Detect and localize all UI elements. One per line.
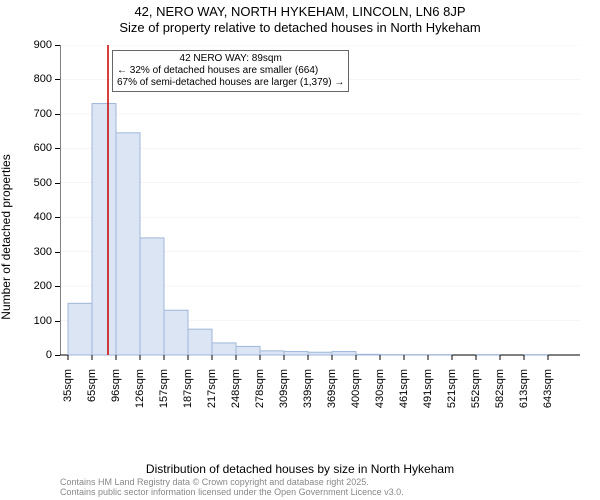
callout-property: 42 NERO WAY: 89sqm	[117, 53, 344, 65]
x-tick-label: 521sqm	[446, 369, 458, 419]
y-tick-label: 100	[34, 315, 52, 327]
y-tick-label: 0	[46, 349, 52, 361]
histogram-bar	[284, 352, 308, 355]
histogram-bar	[356, 354, 380, 355]
x-axis-label: Distribution of detached houses by size …	[0, 462, 600, 476]
x-tick-label: 552sqm	[470, 369, 482, 419]
x-tick-label: 643sqm	[542, 369, 554, 419]
x-tick-label: 339sqm	[302, 369, 314, 419]
y-axis: 0100200300400500600700800900	[0, 45, 60, 415]
x-tick-label: 278sqm	[254, 369, 266, 419]
x-tick-label: 248sqm	[230, 369, 242, 419]
x-tick-label: 491sqm	[422, 369, 434, 419]
histogram-bar	[140, 238, 164, 355]
x-tick-label: 461sqm	[398, 369, 410, 419]
histogram-bar	[236, 346, 260, 355]
histogram-bar	[164, 310, 188, 355]
histogram-bar	[92, 104, 116, 355]
y-tick-label: 300	[34, 246, 52, 258]
y-tick-label: 500	[34, 177, 52, 189]
x-tick-label: 309sqm	[278, 369, 290, 419]
chart-title-address: 42, NERO WAY, NORTH HYKEHAM, LINCOLN, LN…	[0, 0, 600, 19]
x-tick-label: 430sqm	[374, 369, 386, 419]
x-tick-label: 126sqm	[134, 369, 146, 419]
x-tick-label: 96sqm	[110, 369, 122, 419]
chart-subtitle: Size of property relative to detached ho…	[0, 19, 600, 35]
x-tick-label: 400sqm	[350, 369, 362, 419]
chart-container: 42, NERO WAY, NORTH HYKEHAM, LINCOLN, LN…	[0, 0, 600, 500]
footer-attribution: Contains HM Land Registry data © Crown c…	[60, 478, 404, 498]
y-tick-label: 900	[34, 39, 52, 51]
x-tick-label: 187sqm	[182, 369, 194, 419]
histogram-bar	[68, 303, 92, 355]
callout-smaller: ← 32% of detached houses are smaller (66…	[117, 65, 344, 77]
x-tick-label: 35sqm	[62, 369, 74, 419]
histogram-bar	[308, 352, 332, 355]
x-tick-label: 369sqm	[326, 369, 338, 419]
y-tick-label: 200	[34, 280, 52, 292]
x-tick-label: 157sqm	[158, 369, 170, 419]
x-tick-label: 582sqm	[494, 369, 506, 419]
histogram-bar	[332, 352, 356, 355]
callout-larger: 67% of semi-detached houses are larger (…	[117, 77, 344, 89]
y-tick-label: 400	[34, 211, 52, 223]
histogram-bar	[212, 343, 236, 355]
y-tick-label: 800	[34, 73, 52, 85]
histogram-bar	[116, 133, 140, 355]
property-callout: 42 NERO WAY: 89sqm ← 32% of detached hou…	[112, 50, 349, 92]
y-tick-label: 700	[34, 108, 52, 120]
histogram-plot	[60, 45, 580, 415]
histogram-bar	[260, 351, 284, 355]
y-tick-label: 600	[34, 142, 52, 154]
x-tick-label: 217sqm	[206, 369, 218, 419]
x-tick-label: 613sqm	[518, 369, 530, 419]
x-tick-label: 65sqm	[86, 369, 98, 419]
footer-line2: Contains public sector information licen…	[60, 488, 404, 498]
histogram-bar	[188, 329, 212, 355]
